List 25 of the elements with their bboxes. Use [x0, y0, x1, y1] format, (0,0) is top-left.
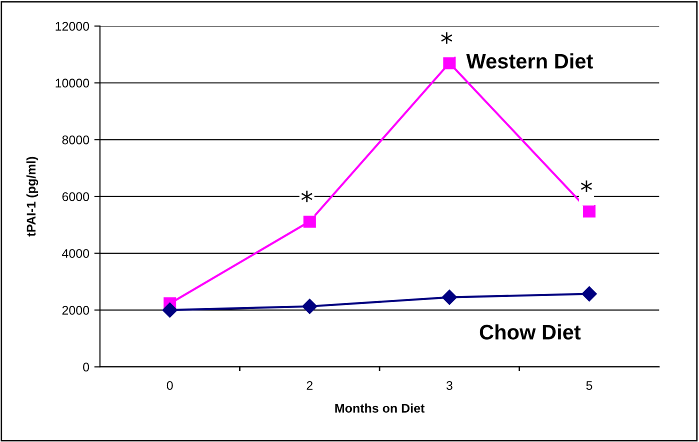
point — [303, 215, 316, 228]
x-axis-title: Months on Diet — [335, 404, 425, 413]
y-tick-label: 8000 — [62, 135, 90, 144]
y-tick-label: 4000 — [62, 249, 90, 258]
y-tick-label: 0 — [83, 362, 90, 372]
series-label: Chow Diet — [480, 324, 581, 340]
y-tick-label: 6000 — [62, 192, 90, 202]
annotation: * — [580, 180, 592, 192]
y-tick-label: 10000 — [56, 78, 90, 88]
point — [162, 302, 178, 318]
annotation: * — [301, 190, 312, 202]
y-axis-title: tPAI-1 (pg/ml) — [26, 156, 38, 236]
point — [442, 290, 458, 305]
point — [443, 56, 456, 70]
x-tick-label: 0 — [166, 381, 173, 390]
point — [302, 298, 318, 314]
x-tick-label: 3 — [446, 381, 452, 390]
point — [582, 286, 597, 302]
point — [583, 204, 596, 218]
series-label: Western Diet — [466, 53, 593, 69]
y-tick-label: 2000 — [62, 306, 90, 315]
annotation: * — [441, 32, 452, 44]
x-tick-label: 5 — [586, 381, 592, 390]
x-tick-label: 2 — [306, 381, 313, 390]
y-tick-label: 12000 — [56, 22, 90, 31]
